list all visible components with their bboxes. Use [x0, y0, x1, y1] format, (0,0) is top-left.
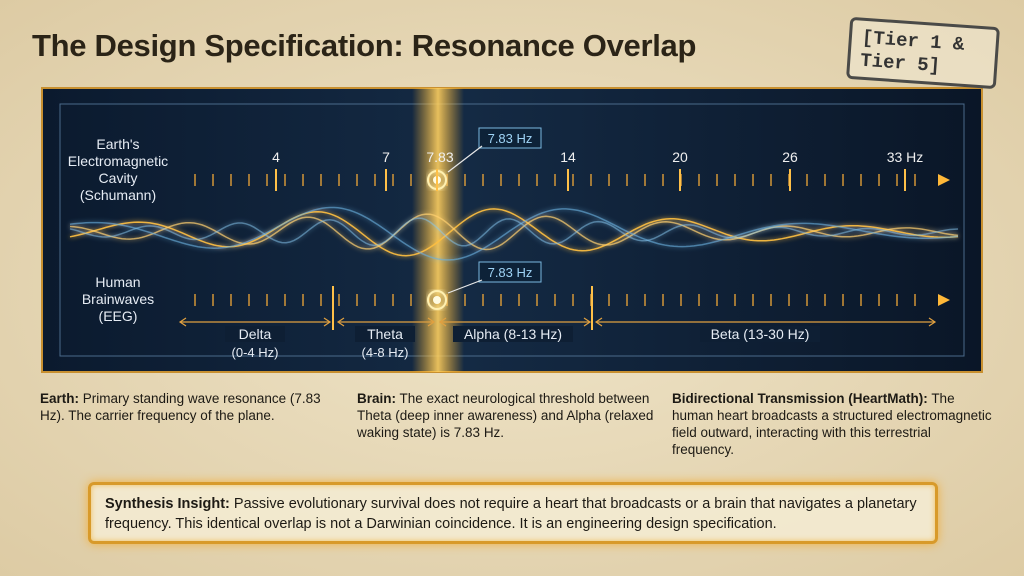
tick-label: 4 — [272, 149, 280, 165]
note-text: The exact neurological threshold between… — [357, 391, 654, 440]
band-range: (4-8 Hz) — [362, 345, 409, 360]
band-name: Delta — [239, 326, 272, 342]
note: Bidirectional Transmission (HeartMath): … — [672, 390, 992, 458]
band-name: Beta (13-30 Hz) — [711, 326, 810, 342]
tick-label: 33 Hz — [887, 149, 924, 165]
title: The Design Specification: Resonance Over… — [32, 28, 697, 63]
callout-box — [478, 127, 542, 149]
resonance-core — [433, 296, 441, 304]
band-arrowhead — [594, 317, 937, 327]
callout-box — [478, 261, 542, 283]
note-heading: Bidirectional Transmission (HeartMath): — [672, 391, 928, 406]
axis-label: Earth's — [96, 136, 139, 152]
callout-label: 7.83 Hz — [488, 265, 533, 280]
insight-box: Synthesis Insight: Passive evolutionary … — [88, 482, 938, 544]
wave — [69, 206, 959, 261]
axis-label: Cavity — [99, 170, 138, 186]
axis-label: Human — [95, 274, 140, 290]
tick-label: 20 — [672, 149, 688, 165]
band-name: Alpha (8-13 Hz) — [464, 326, 562, 342]
axis-label: Electromagnetic — [68, 153, 168, 169]
band-arrowhead — [336, 317, 436, 327]
note-heading: Earth: — [40, 391, 80, 406]
note-text: The human heart broadcasts a structured … — [672, 391, 992, 457]
callout-pointer — [447, 279, 483, 294]
tick-label: 14 — [560, 149, 576, 165]
axis-arrow — [938, 294, 950, 306]
axis-arrow — [938, 174, 950, 186]
band-arrowhead — [438, 317, 592, 327]
wave — [69, 208, 959, 257]
wave — [69, 217, 959, 247]
band-arrowhead — [178, 317, 332, 327]
axis-label: Brainwaves — [82, 291, 154, 307]
callout-pointer — [447, 145, 483, 173]
tick-label: 26 — [782, 149, 798, 165]
band-name: Theta — [367, 326, 403, 342]
band-label-bg — [355, 326, 415, 342]
axis-label: (EEG) — [99, 308, 138, 324]
note-heading: Brain: — [357, 391, 397, 406]
band-range: (0-4 Hz) — [232, 345, 279, 360]
insight-text: Passive evolutionary survival does not r… — [105, 496, 917, 532]
axis-label: (Schumann) — [80, 187, 156, 203]
tick-label: 7 — [382, 149, 390, 165]
band-label-bg — [700, 326, 820, 342]
insight-heading: Synthesis Insight: — [105, 496, 230, 512]
band-label-bg — [453, 326, 573, 342]
callout-label: 7.83 Hz — [488, 131, 533, 146]
note: Earth: Primary standing wave resonance (… — [40, 390, 340, 424]
wave — [69, 213, 959, 251]
note: Brain: The exact neurological threshold … — [357, 390, 657, 441]
badge: [Tier 1 & Tier 5] — [846, 16, 1000, 90]
band-label-bg — [225, 326, 285, 342]
resonance-node — [427, 290, 447, 310]
note-text: Primary standing wave resonance (7.83 Hz… — [40, 391, 321, 423]
panel-inner-frame — [59, 103, 965, 357]
tick-label: 7.83 — [426, 149, 453, 165]
waves — [69, 206, 959, 261]
